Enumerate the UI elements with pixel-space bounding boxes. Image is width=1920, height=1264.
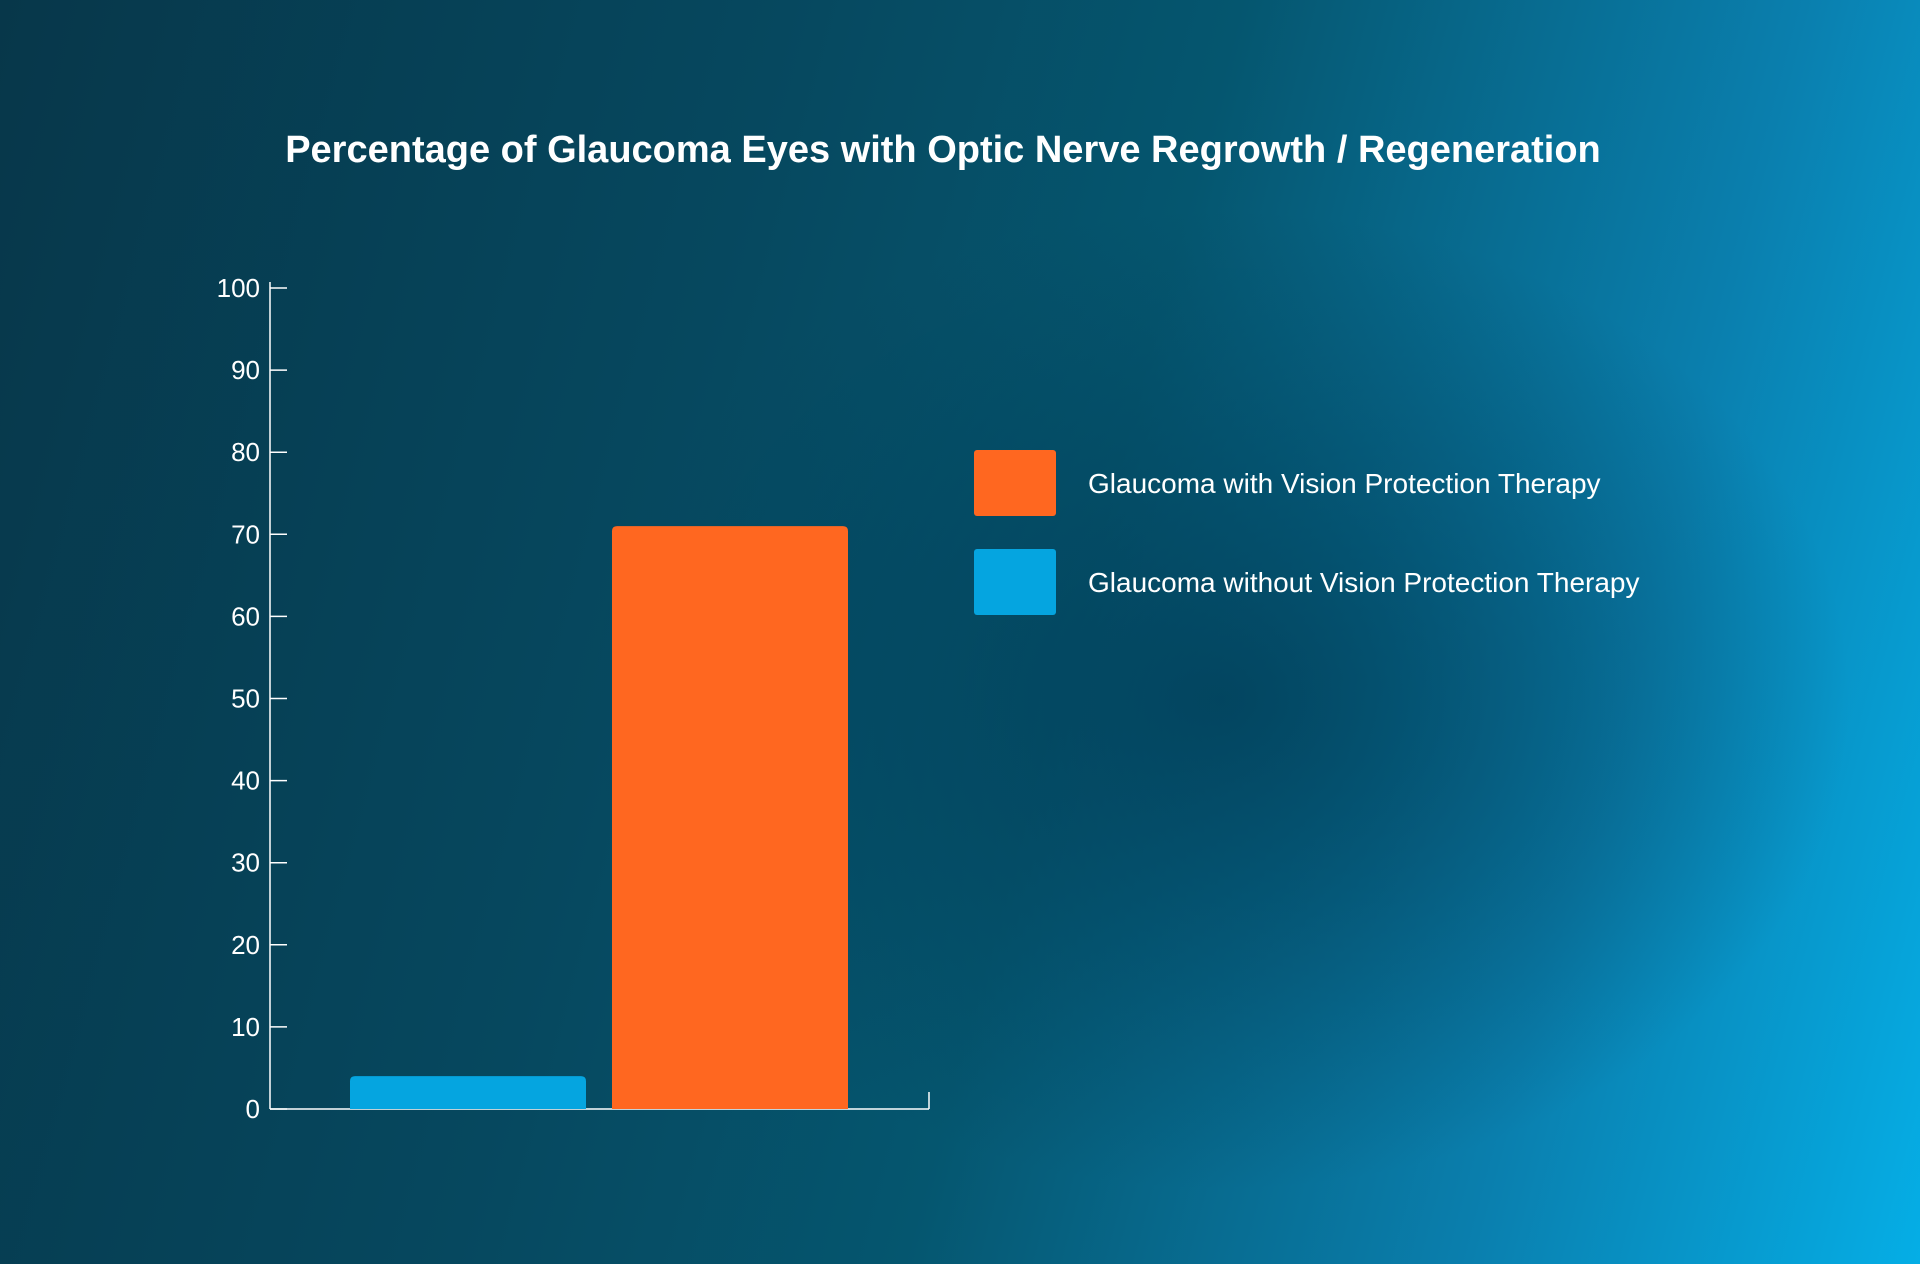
y-tick-label: 30 bbox=[231, 848, 260, 878]
legend: Glaucoma with Vision Protection Therapy G… bbox=[974, 450, 1639, 615]
y-tick-label: 70 bbox=[231, 519, 260, 549]
chart-title: Percentage of Glaucoma Eyes with Optic N… bbox=[285, 129, 1601, 171]
y-tick-label: 80 bbox=[231, 437, 260, 467]
y-axis: 0 10 20 30 40 50 60 70 80 90 100 bbox=[217, 273, 287, 1124]
legend-label: Glaucoma with Vision Protection Therapy bbox=[1088, 468, 1601, 499]
y-tick-label: 60 bbox=[231, 601, 260, 631]
legend-item: Glaucoma with Vision Protection Therapy bbox=[974, 450, 1601, 516]
y-tick-label: 90 bbox=[231, 355, 260, 385]
y-tick-label: 20 bbox=[231, 930, 260, 960]
legend-swatch bbox=[974, 549, 1056, 615]
legend-swatch bbox=[974, 450, 1056, 516]
y-tick-label: 100 bbox=[217, 273, 260, 303]
y-tick-label: 50 bbox=[231, 684, 260, 714]
y-tick-label: 10 bbox=[231, 1012, 260, 1042]
bars bbox=[350, 526, 848, 1109]
legend-label: Glaucoma without Vision Protection Thera… bbox=[1088, 567, 1639, 598]
legend-item: Glaucoma without Vision Protection Thera… bbox=[974, 549, 1639, 615]
bar-series-1 bbox=[350, 1076, 586, 1109]
bar-series-2 bbox=[612, 526, 848, 1109]
y-tick-label: 0 bbox=[246, 1094, 260, 1124]
y-tick-label: 40 bbox=[231, 766, 260, 796]
